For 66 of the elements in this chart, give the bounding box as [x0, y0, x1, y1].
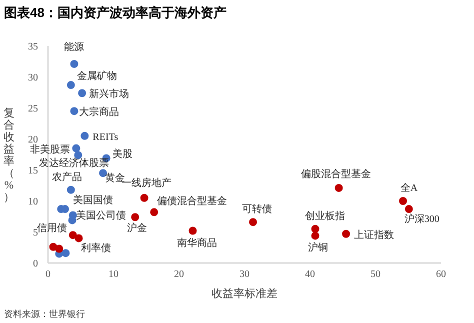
annotation: 沪深300	[404, 213, 440, 226]
annotation: 信用债	[36, 222, 67, 234]
x-tick-label: 30	[240, 269, 250, 280]
point	[66, 81, 75, 90]
annotation: 大宗商品	[79, 106, 120, 118]
point	[399, 197, 408, 205]
point	[342, 230, 350, 238]
annotation: 发达经济体股票	[39, 157, 110, 170]
chart-title: 图表48：国内资产波动率高于海外资产	[4, 5, 226, 20]
text: 资料来源：世界银行	[4, 309, 85, 319]
x-tick-label: 10	[108, 269, 118, 280]
point	[404, 205, 413, 214]
point	[66, 186, 75, 194]
annotation: 南华商品	[176, 236, 217, 249]
annotation: 沪铜	[308, 242, 328, 254]
annotation: 美股	[112, 148, 132, 160]
point	[249, 218, 258, 226]
y-tick-label: 0	[33, 258, 38, 270]
annotation: 偏债混合型基金	[157, 195, 228, 208]
annotation: 美国公司债	[76, 209, 126, 222]
x-axis-title: 收益率标准差	[212, 287, 278, 300]
annotation: 黄金	[105, 172, 126, 184]
y-tick-label: 15	[28, 166, 38, 176]
x-tick-label: 40	[305, 269, 315, 280]
point	[140, 194, 148, 202]
point	[80, 132, 89, 140]
annotation: 利率债	[80, 242, 111, 254]
point	[68, 216, 76, 224]
point	[72, 144, 80, 152]
point	[62, 249, 70, 258]
annotation: 全A	[400, 182, 418, 194]
annotation: REITs	[92, 132, 118, 143]
point	[70, 107, 78, 116]
y-axis-title: 复合收益率（%）	[4, 108, 14, 204]
y-tick-label: 10	[28, 196, 38, 208]
point	[74, 234, 83, 242]
y-tick-label: 25	[28, 104, 38, 114]
point	[78, 89, 86, 98]
annotation: 新兴市场	[89, 88, 130, 100]
annotation: 上证指数	[354, 228, 394, 241]
annotation: 非美股票	[30, 143, 70, 156]
point	[55, 244, 64, 253]
x-tick-label: 60	[436, 269, 446, 280]
annotation: 可转债	[242, 203, 272, 216]
x-tick-label: 0	[46, 269, 50, 280]
point	[68, 231, 77, 240]
y-tick-label: 20	[28, 134, 38, 146]
point	[311, 232, 320, 240]
point	[70, 60, 78, 68]
point	[131, 213, 140, 222]
y-tick-label: 30	[28, 72, 38, 84]
point	[188, 226, 197, 235]
annotation: 创业板指	[305, 210, 346, 222]
annotation: 农产品	[52, 170, 82, 183]
x-tick-label: 50	[370, 269, 380, 280]
y-tick-label: 5	[33, 228, 38, 238]
annotation: 沪金	[127, 222, 148, 234]
annotation: 金属矿物	[76, 70, 117, 82]
point	[334, 184, 343, 192]
annotation: 美国国债	[73, 194, 114, 206]
x-tick-label: 20	[174, 269, 184, 280]
point	[150, 208, 158, 216]
annotation: 能源	[64, 40, 84, 53]
point	[311, 224, 320, 233]
y-tick-label: 35	[28, 42, 38, 52]
annotation: 偏股混合型基金	[300, 168, 371, 180]
